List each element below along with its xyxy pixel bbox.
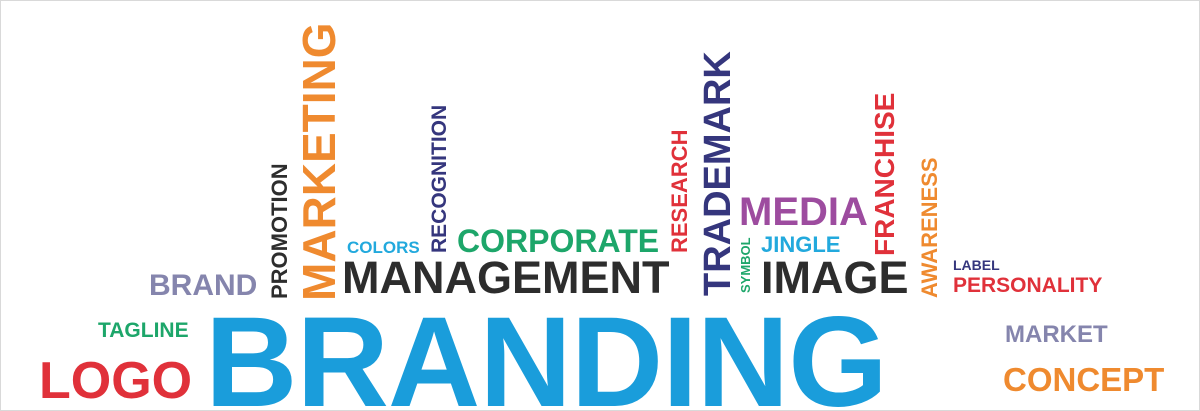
word-branding: BRANDING — [205, 291, 888, 411]
word-image: IMAGE — [761, 252, 909, 303]
word-label: LABEL — [953, 257, 1000, 273]
word-personality: PERSONALITY — [953, 274, 1103, 297]
word-research: RESEARCH — [667, 129, 692, 253]
word-recognition: RECOGNITION — [428, 104, 451, 253]
word-promotion: PROMOTION — [267, 163, 292, 299]
word-concept: CONCEPT — [1003, 361, 1165, 398]
word-symbol: SYMBOL — [738, 237, 753, 293]
word-franchise: FRANCHISE — [869, 92, 900, 256]
word-corporate: CORPORATE — [457, 223, 660, 259]
word-tagline: TAGLINE — [98, 319, 189, 342]
word-jingle: JINGLE — [761, 232, 841, 257]
word-marketing: MARKETING — [293, 22, 345, 301]
word-trademark: TRADEMARK — [697, 51, 739, 296]
word-brand: BRAND — [149, 269, 258, 302]
word-management: MANAGEMENT — [342, 252, 670, 303]
word-media: MEDIA — [739, 190, 868, 234]
word-logo: LOGO — [39, 352, 193, 410]
word-colors: COLORS — [347, 238, 420, 257]
word-awareness: AWARENESS — [917, 157, 942, 298]
word-market: MARKET — [1005, 321, 1108, 348]
